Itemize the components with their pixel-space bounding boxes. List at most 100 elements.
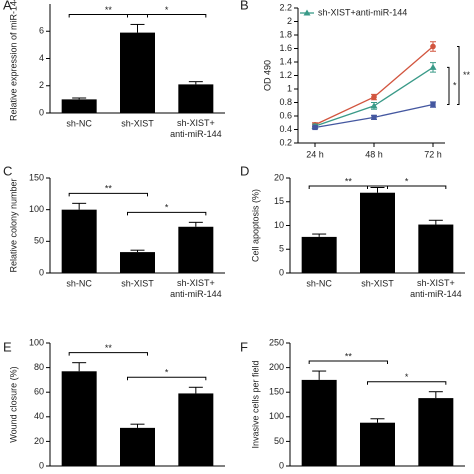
- significance-label: *: [405, 176, 409, 186]
- y-tick-label: 100: [269, 411, 284, 421]
- bar: [178, 393, 214, 466]
- significance-label: *: [165, 203, 169, 213]
- series-line: [314, 45, 434, 126]
- x-tick-label: 24 h: [306, 149, 324, 159]
- y-tick-label: 6: [39, 26, 44, 36]
- legend-label: sh-XIST+anti-miR-144: [318, 7, 407, 17]
- significance-bracket: [367, 381, 447, 385]
- significance-label: **: [345, 351, 353, 361]
- bar: [120, 32, 155, 113]
- y-tick-label: 0.2: [279, 137, 292, 147]
- significance-bracket: [367, 185, 447, 189]
- y-tick-label: 1.8: [279, 29, 292, 39]
- y-tick-label: 100: [29, 204, 44, 214]
- point: [303, 9, 311, 16]
- y-tick-label: 100: [29, 337, 44, 347]
- y-tick-label: 150: [269, 387, 284, 397]
- y-tick-label: 15: [274, 196, 284, 206]
- point: [370, 102, 378, 109]
- y-tick-label: 200: [269, 362, 284, 372]
- x-tick-label: sh-XIST: [121, 278, 154, 288]
- point: [371, 94, 377, 100]
- y-tick-label: 1.2: [279, 70, 292, 80]
- y-tick-label: 0: [279, 460, 284, 470]
- y-tick-label: 2: [39, 80, 44, 90]
- x-tick-label: 48 h: [365, 149, 383, 159]
- significance-bracket: [127, 13, 207, 18]
- y-axis-label: OD 490: [262, 60, 272, 91]
- x-tick-label: sh-XIST+ anti-miR-144: [170, 118, 222, 139]
- y-tick-label: 0.8: [279, 97, 292, 107]
- point: [312, 124, 318, 131]
- bar: [360, 422, 395, 466]
- y-tick-label: 0.4: [279, 124, 292, 134]
- significance-bracket: [447, 66, 450, 106]
- significance-label: *: [405, 372, 409, 382]
- y-tick-label: 1.4: [279, 56, 292, 66]
- bar: [178, 226, 214, 273]
- x-tick-label: sh-XIST+ anti-miR-144: [170, 278, 222, 299]
- bar: [418, 224, 454, 273]
- bar: [360, 192, 395, 273]
- significance-label: *: [165, 5, 169, 15]
- y-tick-label: 10: [274, 220, 284, 230]
- significance-label: **: [345, 176, 353, 186]
- y-tick-label: 4: [39, 53, 44, 63]
- y-tick-label: 80: [34, 362, 44, 372]
- x-tick-label: sh-XIST: [121, 118, 154, 128]
- y-tick-label: 0: [279, 267, 284, 277]
- x-tick-label: sh-NC: [306, 278, 332, 288]
- bar: [418, 398, 454, 466]
- x-tick-label: sh-NC: [66, 278, 92, 288]
- y-tick-label: 20: [274, 172, 284, 182]
- y-tick-label: 1: [287, 83, 292, 93]
- significance-bracket: [68, 352, 148, 356]
- y-axis-label: Wound closure (%): [8, 366, 18, 442]
- panel-letter: D: [240, 163, 249, 178]
- y-tick-label: 50: [274, 436, 284, 446]
- significance-bracket: [308, 185, 388, 189]
- y-tick-label: 2: [287, 16, 292, 26]
- y-tick-label: 40: [34, 411, 44, 421]
- panel-letter: B: [240, 0, 249, 12]
- y-axis-label: Invasive cells per field: [250, 360, 260, 448]
- y-tick-label: 0.6: [279, 110, 292, 120]
- significance-bracket: [127, 376, 207, 381]
- significance-label: *: [453, 80, 457, 90]
- bar: [301, 379, 337, 466]
- y-tick-label: 2.2: [279, 2, 292, 12]
- panel-letter: C: [3, 163, 12, 178]
- point: [430, 43, 436, 50]
- y-tick-label: 0: [39, 267, 44, 277]
- significance-bracket: [68, 13, 148, 18]
- significance-bracket: [457, 45, 460, 106]
- y-axis-label: Relative expression of miR-144: [8, 0, 18, 121]
- point: [429, 63, 437, 70]
- panel-letter: E: [3, 339, 12, 354]
- bar: [120, 427, 155, 466]
- y-tick-label: 50: [34, 236, 44, 246]
- significance-bracket: [127, 211, 207, 216]
- significance-bracket: [68, 192, 148, 197]
- significance-label: **: [105, 5, 113, 15]
- point: [430, 101, 436, 108]
- y-axis-label: Relative colony number: [8, 178, 18, 272]
- bar: [120, 252, 155, 273]
- x-tick-label: sh-XIST+ anti-miR-144: [410, 278, 462, 299]
- y-tick-label: 150: [29, 172, 44, 182]
- x-tick-label: sh-XIST: [361, 278, 394, 288]
- significance-label: **: [105, 184, 113, 194]
- x-tick-label: sh-NC: [66, 118, 92, 128]
- y-tick-label: 0: [39, 107, 44, 117]
- panel-letter: A: [3, 0, 12, 12]
- bar: [61, 371, 97, 466]
- significance-label: *: [165, 368, 169, 378]
- bar: [61, 209, 97, 273]
- significance-label: **: [105, 343, 113, 353]
- bar: [178, 84, 214, 113]
- y-tick-label: 1.6: [279, 43, 292, 53]
- y-tick-label: 250: [269, 337, 284, 347]
- point: [371, 114, 377, 120]
- bar: [301, 236, 337, 273]
